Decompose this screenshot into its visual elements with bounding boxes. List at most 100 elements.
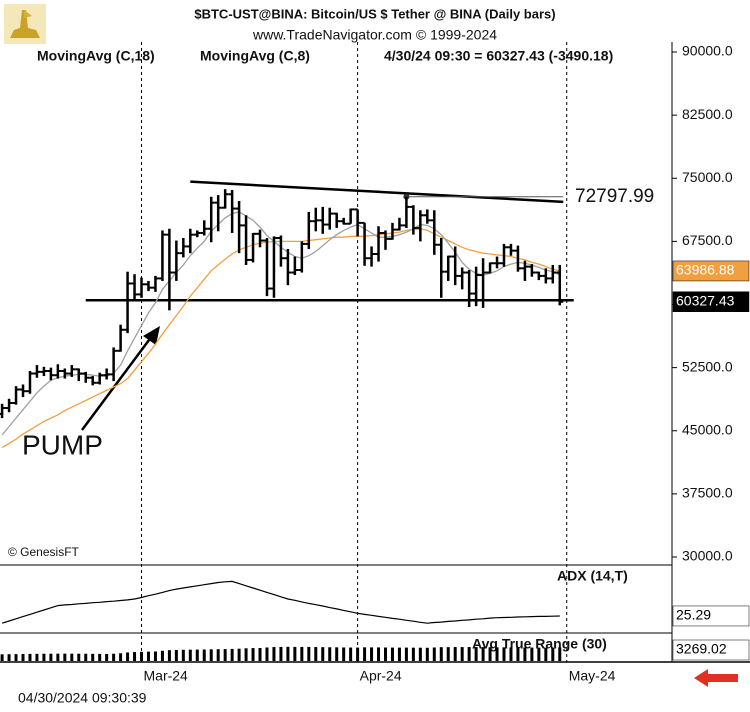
y-tick-label: 82500.0 — [682, 106, 733, 122]
atr-bar — [390, 647, 394, 661]
timestamp: 04/30/2024 09:30:39 — [18, 690, 147, 706]
atr-bar — [209, 649, 213, 661]
y-tick-label: 37500.0 — [682, 485, 733, 501]
adx-line — [1, 580, 560, 624]
legend-entry: MovingAvg (C,8) — [200, 48, 310, 64]
y-tick-label: 67500.0 — [682, 232, 733, 248]
atr-last-value-box — [672, 639, 750, 661]
level-label: 72797.99 — [575, 186, 654, 207]
panel-label: ADX (14,T) — [557, 568, 628, 584]
atr-bar — [537, 647, 541, 661]
atr-bar — [335, 647, 339, 661]
arrow-head — [143, 326, 160, 345]
atr-bar — [14, 654, 18, 661]
atr-bar — [404, 647, 408, 661]
logo-shape — [10, 10, 40, 38]
trend-line — [190, 180, 564, 204]
atr-bar — [0, 654, 4, 661]
atr-bar — [363, 647, 367, 661]
atr-bar — [56, 653, 60, 661]
atr-bar — [42, 653, 46, 661]
atr-bar — [453, 647, 457, 661]
atr-bar — [265, 647, 269, 661]
arrow-shaft — [80, 335, 154, 431]
atr-bar — [377, 647, 381, 661]
atr-bar — [293, 646, 297, 661]
atr-bar — [167, 650, 171, 661]
atr-bar — [133, 652, 137, 661]
atr-bar — [432, 647, 436, 661]
atr-bar — [356, 647, 360, 661]
atr-bar — [495, 647, 499, 661]
atr-bar — [70, 653, 74, 661]
atr-bar — [418, 647, 422, 661]
atr-bar — [21, 654, 25, 661]
atr-bar — [77, 653, 81, 661]
atr-bar — [300, 646, 304, 661]
atr-bar — [223, 649, 227, 661]
chart-subtitle: www.TradeNavigator.com © 1999-2024 — [252, 27, 497, 43]
atr-bar — [98, 653, 102, 661]
y-tick-label: 52500.0 — [682, 358, 733, 374]
atr-bar — [202, 649, 206, 661]
atr-bar — [119, 653, 123, 661]
chart-title: $BTC-UST@BINA: Bitcoin/US $ Tether @ BIN… — [194, 6, 555, 21]
quote: 4/30/24 09:30 = 60327.43 (-3490.18) — [384, 48, 613, 64]
atr-bar — [342, 647, 346, 661]
atr-bar — [251, 648, 255, 661]
adx-last-value: 25.29 — [676, 607, 711, 623]
ma-last-value-box — [672, 260, 750, 282]
atr-bar — [446, 647, 450, 661]
atr-bar — [397, 647, 401, 661]
atr-bar — [551, 647, 555, 661]
nav-arrow[interactable] — [694, 669, 738, 687]
atr-bar — [439, 647, 443, 661]
atr-bar — [509, 647, 513, 661]
atr-bar — [230, 648, 234, 661]
atr-bar — [91, 653, 95, 661]
atr-bar — [481, 647, 485, 661]
atr-bar — [160, 650, 164, 661]
atr-bar — [146, 651, 150, 661]
atr-bar — [314, 647, 318, 661]
atr-bar — [544, 647, 548, 661]
logo — [4, 4, 46, 44]
atr-bar — [188, 649, 192, 661]
atr-bar — [307, 646, 311, 661]
atr-bar — [35, 653, 39, 661]
y-tick-label: 75000.0 — [682, 169, 733, 185]
nav-button[interactable] — [690, 666, 742, 690]
atr-bar — [516, 647, 520, 661]
atr-bar — [7, 654, 11, 661]
y-tick-label: 45000.0 — [682, 421, 733, 437]
x-tick-label: May-24 — [569, 668, 616, 684]
annotation: PUMP — [22, 429, 103, 460]
panel-label: Avg True Range (30) — [472, 636, 607, 652]
arrow — [80, 326, 160, 431]
atr-bar — [425, 647, 429, 661]
atr-bar — [558, 647, 562, 661]
atr-bar — [84, 653, 88, 661]
atr-bar — [272, 647, 276, 661]
atr-bar — [279, 646, 283, 661]
logo-flag — [24, 10, 32, 18]
atr-bar — [63, 653, 67, 661]
atr-bar — [530, 647, 534, 661]
last-price: 60327.43 — [676, 292, 735, 308]
atr-bar — [112, 653, 116, 661]
atr-bar — [370, 647, 374, 661]
atr-bar — [140, 651, 144, 661]
atr-bar — [286, 646, 290, 661]
atr-bar — [321, 647, 325, 661]
atr-bar — [174, 649, 178, 661]
atr-bar — [216, 649, 220, 661]
atr-bar — [244, 648, 248, 661]
last-price-box — [672, 291, 750, 313]
atr-bar — [258, 648, 262, 661]
atr-bar — [237, 648, 241, 661]
atr-bar — [181, 649, 185, 661]
atr-bar — [195, 649, 199, 661]
atr-bar — [328, 647, 332, 661]
atr-bar — [105, 653, 109, 661]
